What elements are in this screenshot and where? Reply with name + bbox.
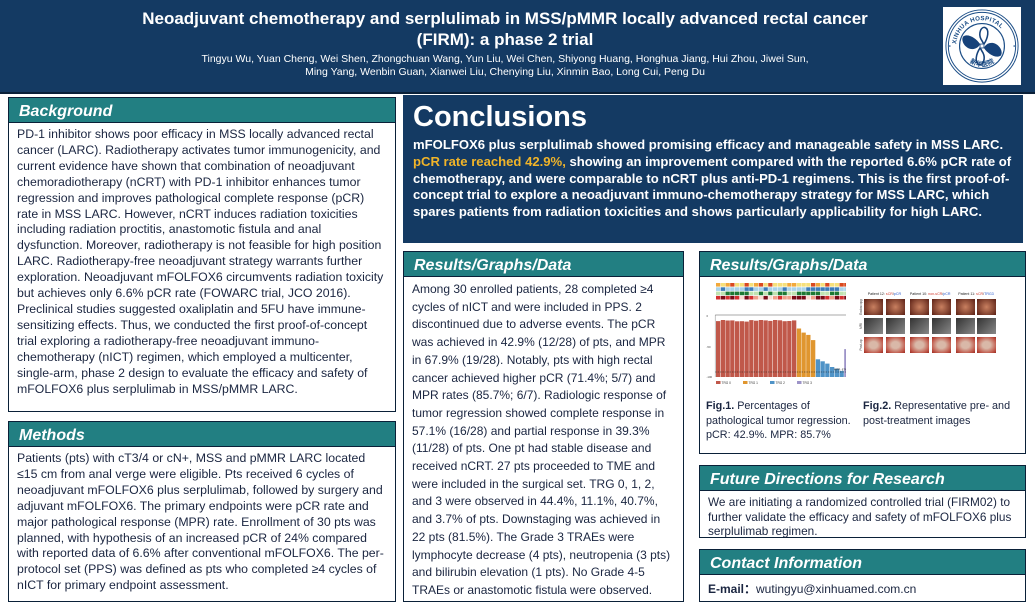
svg-text:-50: -50 — [707, 345, 711, 349]
svg-text:TRG 0: TRG 0 — [722, 381, 732, 385]
svg-text:MPR: 67%: MPR: 67% — [834, 368, 846, 372]
svg-text:TRG 3: TRG 3 — [803, 381, 813, 385]
svg-text:0: 0 — [707, 314, 709, 318]
svg-text:TRG 1: TRG 1 — [749, 381, 759, 385]
svg-text:-100: -100 — [707, 375, 713, 379]
svg-text:TRG 2: TRG 2 — [776, 381, 786, 385]
